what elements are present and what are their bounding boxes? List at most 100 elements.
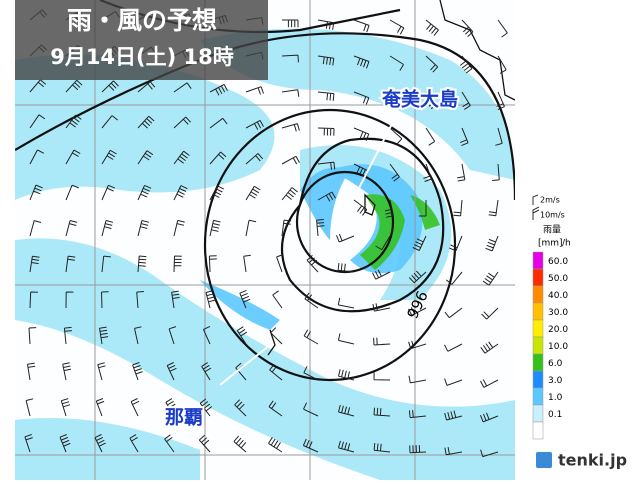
wind-barb	[317, 191, 336, 202]
wind-barb	[208, 255, 217, 273]
legend-label: 0.1	[548, 410, 562, 420]
wind-barb	[389, 55, 405, 71]
wind-barb	[424, 91, 437, 110]
wind-barb	[373, 443, 391, 453]
legend-title: 雨量	[543, 225, 561, 236]
wind-barb	[281, 155, 300, 165]
wind-barb	[209, 185, 225, 201]
wind-barb	[29, 79, 47, 93]
wind-barb	[173, 219, 185, 237]
wind-barb	[495, 127, 503, 146]
wind-barb	[281, 187, 298, 201]
wind-barb	[412, 235, 427, 251]
wind-barb	[198, 434, 211, 453]
wind-barb	[373, 372, 391, 381]
wind-barb	[281, 219, 292, 237]
place-label: 奄美大島	[381, 88, 458, 111]
wind-barb	[373, 337, 391, 346]
wind-barb	[282, 19, 299, 28]
wind-barb	[201, 362, 212, 381]
wind-barb	[268, 400, 283, 417]
wind-barb	[408, 410, 427, 419]
wind-barb	[276, 254, 284, 273]
wind-barb	[65, 220, 78, 237]
wind-barb	[29, 220, 42, 237]
wind-barb	[496, 91, 505, 110]
wind-barb	[209, 83, 228, 96]
wind-barb	[94, 434, 106, 453]
wind-barb	[444, 343, 463, 352]
wind-barb	[136, 291, 144, 309]
wind-barb	[209, 117, 228, 129]
wind-barb	[408, 375, 427, 384]
wind-barb	[101, 220, 114, 237]
wind-barb	[97, 362, 106, 381]
wind-barb	[270, 327, 283, 345]
legend-swatch	[532, 285, 544, 304]
wind-barb	[268, 437, 283, 453]
wind-barb	[101, 291, 109, 309]
wind-barb	[132, 362, 143, 381]
wind-barb	[481, 307, 499, 320]
legend: 2m/s 10m/s 雨量 [mm] /h 60.0 50.0 40.0 30.0 20…	[532, 194, 571, 440]
wind-barb	[245, 219, 257, 237]
legend-swatch	[532, 268, 544, 287]
wind-barb	[101, 255, 111, 273]
wind-barb	[408, 340, 427, 350]
wind-barb	[281, 123, 300, 132]
wind-barb	[65, 291, 74, 309]
wind-barb	[409, 445, 427, 454]
wind-barb	[372, 269, 391, 280]
wind-barb	[306, 255, 319, 273]
subtitle: 9月14日(土) 18時	[50, 45, 234, 69]
wind-legend: 2m/s	[540, 196, 560, 205]
wind-barb	[303, 402, 319, 417]
wind-barb	[65, 79, 83, 93]
legend-label: 20.0	[548, 325, 568, 335]
wind-barb	[29, 255, 40, 273]
wind-barb	[137, 81, 156, 93]
wind-barb	[101, 184, 116, 201]
wind-barb	[137, 255, 147, 273]
wind-barb	[389, 91, 404, 108]
legend-swatch	[532, 353, 544, 372]
wind-barb	[173, 185, 188, 201]
wind-barb	[205, 290, 216, 309]
wind-barb	[29, 114, 46, 129]
wind-barb	[303, 366, 319, 381]
title: 雨・風の予想	[67, 6, 217, 35]
wind-barb	[337, 262, 355, 273]
wind-barb	[372, 303, 391, 312]
place-label: 那覇	[165, 407, 203, 429]
legend-label: 30.0	[548, 308, 568, 318]
legend-label: 60.0	[548, 257, 568, 267]
wind-barb	[389, 163, 400, 182]
wind-barb	[171, 290, 180, 309]
legend-label: 3.0	[548, 376, 563, 386]
wind-barb	[492, 163, 500, 181]
wind-barb	[236, 326, 248, 345]
wind-barb	[423, 163, 432, 182]
wind-barb	[173, 255, 182, 273]
wind-barb	[408, 307, 427, 316]
wind-barb	[304, 292, 319, 309]
wind-barb	[459, 55, 473, 74]
wind-legend: 10m/s	[540, 211, 565, 220]
wind-barb	[460, 127, 469, 147]
wind-barb	[137, 150, 154, 165]
wind-barb	[166, 362, 177, 381]
wind-barb	[317, 127, 335, 136]
wind-barb	[101, 80, 119, 93]
wind-barb	[173, 150, 190, 165]
wind-barb	[59, 434, 71, 453]
wind-barb	[317, 161, 336, 170]
wind-barb	[173, 116, 191, 129]
wind-barb	[239, 289, 251, 309]
wind-barb	[281, 89, 300, 97]
wind-barb	[199, 398, 213, 417]
wind-barb	[209, 151, 227, 165]
wind-barb	[134, 326, 142, 345]
wind-barb	[353, 127, 370, 141]
wind-barb	[65, 149, 81, 165]
